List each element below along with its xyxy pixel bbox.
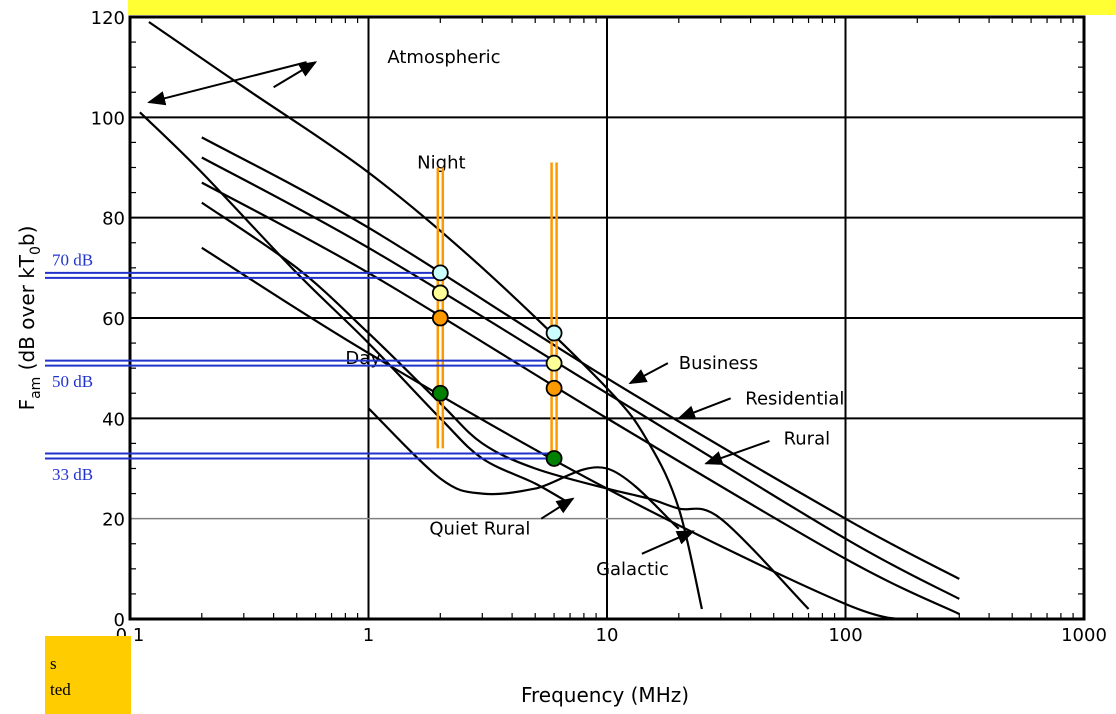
y-axis-label-part: am	[28, 377, 44, 399]
y-axis-label: Fam (dB over kT0b)	[15, 226, 44, 411]
reference-label: 33 dB	[52, 465, 93, 484]
pointer-arrow	[628, 362, 669, 385]
y-axis-label-part: F	[15, 399, 39, 411]
data-point-marker	[545, 379, 563, 397]
note-line-2: ted	[50, 680, 71, 699]
y-tick-label: 80	[102, 209, 125, 230]
data-point-marker	[431, 384, 449, 402]
reference-label: 50 dB	[52, 372, 93, 391]
data-point-marker	[545, 324, 563, 342]
y-tick-label: 40	[102, 409, 125, 430]
y-tick-label: 120	[91, 8, 125, 29]
note-box: s ted	[45, 636, 131, 714]
data-point-marker	[545, 450, 563, 467]
series-line-residential	[201, 156, 960, 600]
x-tick-label: 1	[363, 625, 374, 646]
series-line-business	[201, 136, 960, 580]
series-line-day	[201, 201, 810, 610]
pointer-arrow	[147, 61, 307, 106]
annotation-label: Rural	[784, 428, 831, 449]
data-point-marker	[545, 354, 563, 372]
data-point-marker	[431, 264, 449, 282]
annotation-label: Night	[417, 152, 465, 173]
y-tick-label: 20	[102, 510, 125, 531]
annotation-label: Residential	[745, 388, 844, 409]
series-line-quiet-rural	[201, 246, 918, 621]
x-tick-label: 1000	[1061, 625, 1107, 646]
x-tick-label: 100	[828, 625, 862, 646]
series-line-night	[139, 111, 571, 505]
annotation-label: Galactic	[596, 559, 669, 580]
pointer-arrow	[540, 497, 575, 520]
plot-frame	[128, 15, 1086, 621]
x-axis-label: Frequency (MHz)	[521, 683, 689, 707]
reference-label: 70 dB	[52, 250, 93, 269]
y-tick-label: 100	[91, 108, 125, 129]
annotation-label: Day	[345, 348, 381, 369]
series-line-rural	[201, 181, 960, 615]
annotation-label: Atmospheric	[387, 47, 500, 68]
pointer-arrow	[704, 439, 770, 465]
y-tick-label: 60	[102, 309, 125, 330]
y-axis-label-part: (dB over kT	[15, 254, 39, 376]
series-line-galactic	[367, 407, 680, 530]
y-axis-label-part: b)	[15, 226, 39, 247]
top-highlight-band	[128, 0, 1116, 15]
annotation-label: Business	[679, 353, 758, 374]
data-point-marker	[431, 284, 449, 302]
pointer-arrow	[641, 530, 695, 555]
annotation-label: Quiet Rural	[429, 519, 530, 540]
x-tick-label: 10	[596, 625, 619, 646]
pointer-arrow	[677, 397, 732, 420]
note-line-1: s	[50, 654, 57, 673]
y-tick-label: 0	[114, 610, 125, 631]
series-line-atmospheric	[148, 21, 703, 610]
data-point-marker	[431, 309, 449, 327]
y-axis-label-part: 0	[28, 246, 44, 255]
pointer-arrow	[273, 61, 318, 89]
